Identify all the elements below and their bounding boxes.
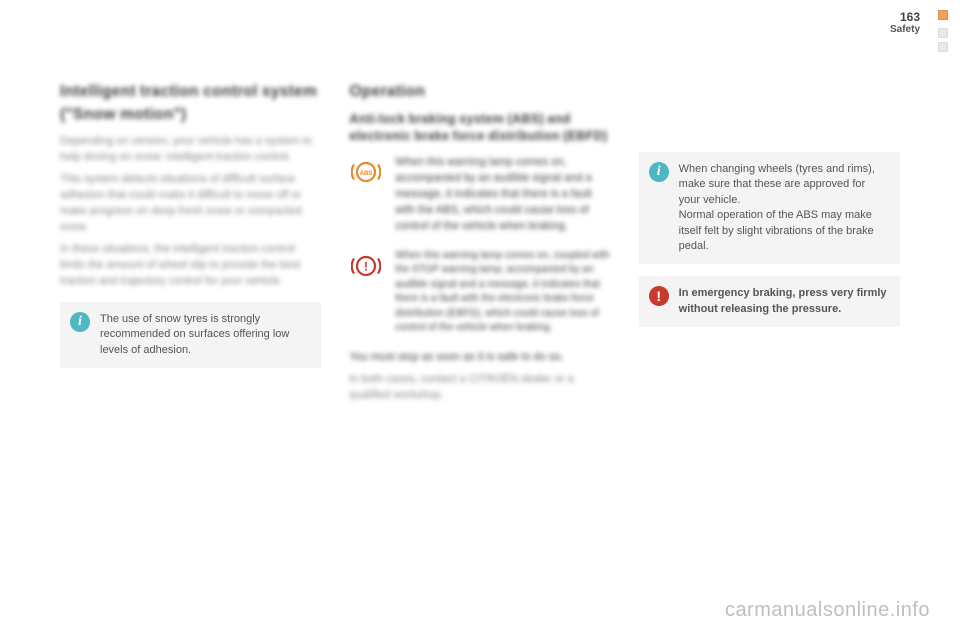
svg-text:ABS: ABS (360, 171, 373, 177)
corner-marker (938, 42, 948, 52)
snow-tyres-callout: i The use of snow tyres is strongly reco… (60, 302, 321, 368)
ebfd-warning-text: When this warning lamp comes on, coupled… (395, 249, 610, 336)
traction-heading: Intelligent traction control system ("Sn… (60, 80, 321, 126)
watermark: carmanualsonline.info (725, 599, 930, 622)
info-icon: i (649, 162, 669, 182)
stop-text: You must stop as soon as it is safe to d… (349, 350, 610, 366)
column-right: i When changing wheels (tyres and rims),… (639, 80, 900, 409)
corner-marker (938, 28, 948, 38)
info-icon: i (70, 312, 90, 332)
wheels-text-b: Normal operation of the ABS may make its… (679, 209, 874, 252)
emergency-brake-text: In emergency braking, press very firmly … (679, 287, 887, 314)
section-name: Safety (890, 24, 920, 35)
warning-icon: ! (649, 286, 669, 306)
snow-tyres-text: The use of snow tyres is strongly recomm… (100, 313, 289, 356)
ebfd-lamp-icon: ! (349, 249, 383, 281)
abs-warning-row: ABS When this warning lamp comes on, acc… (349, 155, 610, 235)
dealer-text: In both cases, contact a CITROËN dealer … (349, 372, 610, 404)
abs-warning-text: When this warning lamp comes on, accompa… (395, 155, 610, 235)
wheels-text-a: When changing wheels (tyres and rims), m… (679, 163, 875, 206)
emergency-brake-callout: ! In emergency braking, press very firml… (639, 276, 900, 327)
traction-p2: This system detects situations of diffic… (60, 172, 321, 236)
abs-lamp-icon: ABS (349, 155, 383, 187)
traction-p1: Depending on version, your vehicle has a… (60, 134, 321, 166)
svg-text:!: ! (364, 259, 368, 273)
wheels-callout: i When changing wheels (tyres and rims),… (639, 152, 900, 264)
abs-subheading: Anti-lock braking system (ABS) and elect… (349, 111, 610, 145)
content-columns: Intelligent traction control system ("Sn… (60, 80, 900, 409)
page-header: 163 Safety (890, 10, 920, 35)
ebfd-warning-row: ! When this warning lamp comes on, coupl… (349, 249, 610, 336)
page-number: 163 (890, 10, 920, 24)
operation-heading: Operation (349, 80, 610, 103)
traction-p3: In these situations, the intelligent tra… (60, 242, 321, 290)
column-left: Intelligent traction control system ("Sn… (60, 80, 321, 409)
corner-marker (938, 10, 948, 20)
column-middle: Operation Anti-lock braking system (ABS)… (349, 80, 610, 409)
